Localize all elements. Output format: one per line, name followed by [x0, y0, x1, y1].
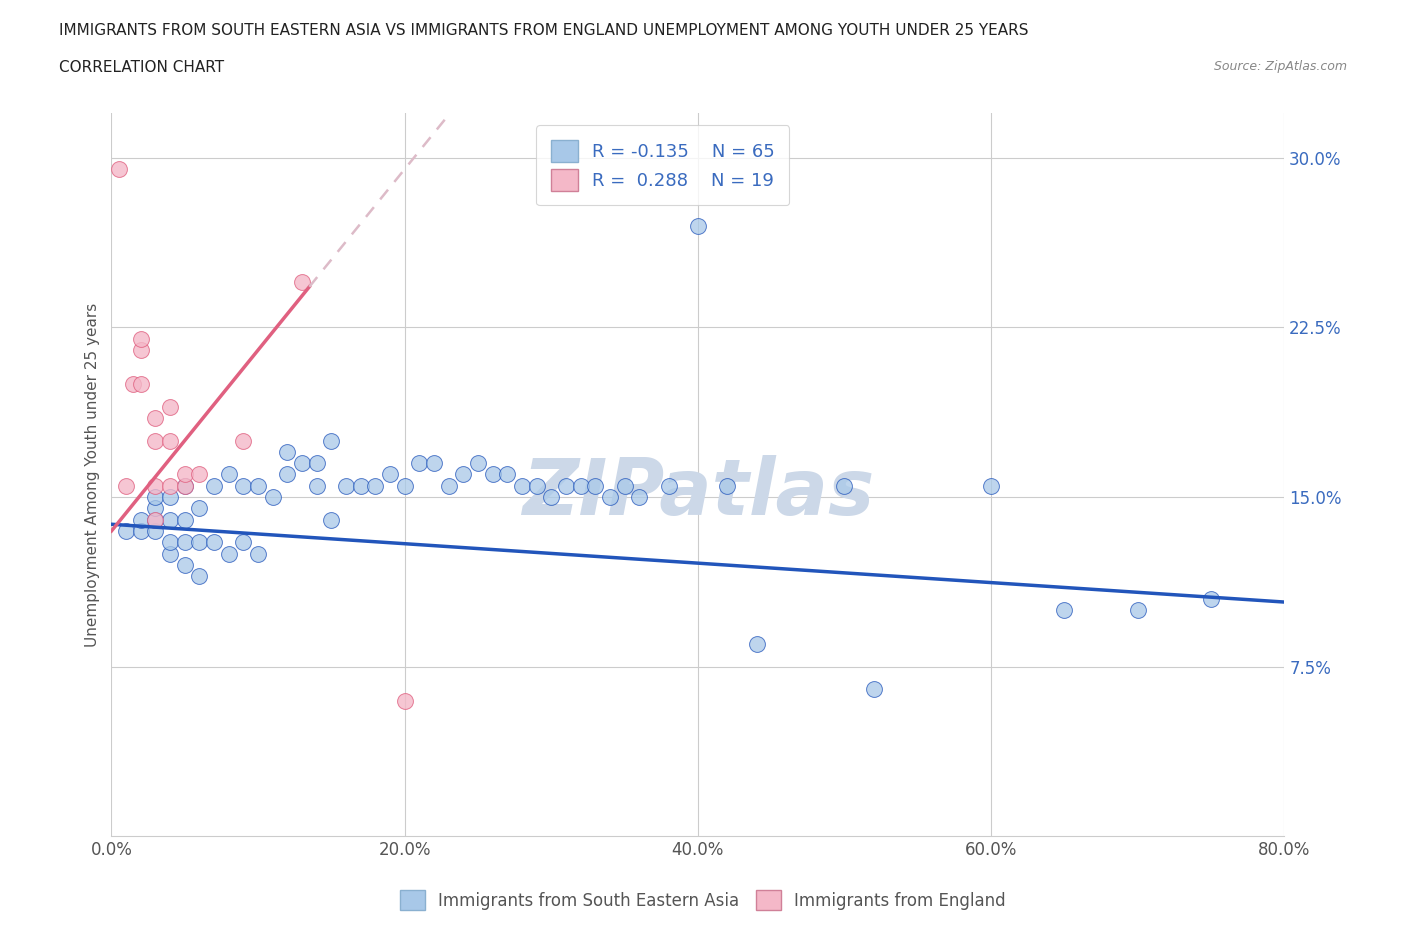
Point: [613, 478, 636, 493]
Text: CORRELATION CHART: CORRELATION CHART: [59, 60, 224, 75]
Point: [437, 478, 460, 493]
Legend: Immigrants from South Eastern Asia, Immigrants from England: Immigrants from South Eastern Asia, Immi…: [394, 884, 1012, 917]
Point: [321, 512, 343, 527]
Point: [129, 342, 152, 357]
Point: [129, 331, 152, 346]
Point: [599, 490, 621, 505]
Point: [232, 535, 254, 550]
Text: Source: ZipAtlas.com: Source: ZipAtlas.com: [1213, 60, 1347, 73]
Point: [188, 535, 211, 550]
Point: [657, 478, 679, 493]
Point: [159, 399, 181, 414]
Point: [232, 433, 254, 448]
Point: [122, 377, 145, 392]
Point: [145, 501, 167, 516]
Point: [291, 275, 314, 290]
Point: [145, 512, 167, 527]
Point: [1126, 603, 1149, 618]
Point: [202, 535, 225, 550]
Point: [159, 433, 181, 448]
Point: [188, 467, 211, 482]
Point: [247, 478, 270, 493]
Point: [335, 478, 357, 493]
Point: [276, 445, 298, 459]
Point: [526, 478, 548, 493]
Point: [291, 456, 314, 471]
Point: [129, 377, 152, 392]
Point: [305, 456, 328, 471]
Point: [129, 512, 152, 527]
Point: [980, 478, 1002, 493]
Point: [745, 637, 768, 652]
Point: [628, 490, 651, 505]
Point: [188, 501, 211, 516]
Point: [173, 557, 195, 572]
Point: [173, 478, 195, 493]
Point: [583, 478, 606, 493]
Text: ZIPatlas: ZIPatlas: [522, 455, 875, 531]
Point: [129, 524, 152, 538]
Point: [862, 682, 884, 697]
Point: [394, 693, 416, 708]
Point: [218, 467, 240, 482]
Point: [218, 546, 240, 561]
Y-axis label: Unemployment Among Youth under 25 years: Unemployment Among Youth under 25 years: [86, 302, 100, 646]
Point: [686, 219, 709, 233]
Point: [115, 524, 138, 538]
Point: [1053, 603, 1076, 618]
Point: [453, 467, 475, 482]
Point: [569, 478, 592, 493]
Point: [834, 478, 856, 493]
Point: [145, 512, 167, 527]
Point: [262, 490, 284, 505]
Point: [107, 162, 129, 177]
Point: [394, 478, 416, 493]
Point: [173, 478, 195, 493]
Point: [145, 410, 167, 425]
Point: [115, 478, 138, 493]
Point: [145, 478, 167, 493]
Point: [305, 478, 328, 493]
Point: [496, 467, 519, 482]
Point: [232, 478, 254, 493]
Point: [276, 467, 298, 482]
Point: [188, 569, 211, 584]
Point: [173, 535, 195, 550]
Point: [510, 478, 533, 493]
Point: [423, 456, 446, 471]
Point: [1199, 591, 1222, 606]
Point: [467, 456, 489, 471]
Point: [159, 490, 181, 505]
Point: [173, 512, 195, 527]
Point: [159, 535, 181, 550]
Point: [378, 467, 401, 482]
Point: [145, 490, 167, 505]
Point: [716, 478, 738, 493]
Point: [145, 433, 167, 448]
Point: [247, 546, 270, 561]
Point: [481, 467, 503, 482]
Point: [364, 478, 387, 493]
Legend: R = -0.135    N = 65, R =  0.288    N = 19: R = -0.135 N = 65, R = 0.288 N = 19: [536, 126, 789, 206]
Point: [554, 478, 576, 493]
Point: [540, 490, 562, 505]
Point: [321, 433, 343, 448]
Text: IMMIGRANTS FROM SOUTH EASTERN ASIA VS IMMIGRANTS FROM ENGLAND UNEMPLOYMENT AMONG: IMMIGRANTS FROM SOUTH EASTERN ASIA VS IM…: [59, 23, 1029, 38]
Point: [145, 524, 167, 538]
Point: [350, 478, 373, 493]
Point: [173, 467, 195, 482]
Point: [159, 478, 181, 493]
Point: [202, 478, 225, 493]
Point: [159, 546, 181, 561]
Point: [408, 456, 430, 471]
Point: [159, 512, 181, 527]
